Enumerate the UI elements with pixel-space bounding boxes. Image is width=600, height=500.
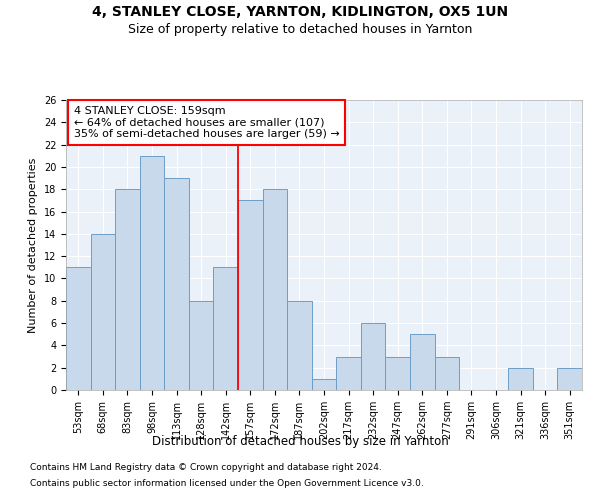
Bar — [361, 323, 385, 390]
Text: 4, STANLEY CLOSE, YARNTON, KIDLINGTON, OX5 1UN: 4, STANLEY CLOSE, YARNTON, KIDLINGTON, O… — [92, 5, 508, 19]
Bar — [557, 368, 582, 390]
Y-axis label: Number of detached properties: Number of detached properties — [28, 158, 38, 332]
Bar — [115, 189, 140, 390]
Bar — [189, 301, 214, 390]
Bar — [336, 356, 361, 390]
Text: Distribution of detached houses by size in Yarnton: Distribution of detached houses by size … — [152, 435, 448, 448]
Bar — [385, 356, 410, 390]
Bar — [508, 368, 533, 390]
Bar — [66, 268, 91, 390]
Text: Size of property relative to detached houses in Yarnton: Size of property relative to detached ho… — [128, 22, 472, 36]
Bar — [410, 334, 434, 390]
Text: 4 STANLEY CLOSE: 159sqm
← 64% of detached houses are smaller (107)
35% of semi-d: 4 STANLEY CLOSE: 159sqm ← 64% of detache… — [74, 106, 340, 139]
Bar — [164, 178, 189, 390]
Text: Contains HM Land Registry data © Crown copyright and database right 2024.: Contains HM Land Registry data © Crown c… — [30, 464, 382, 472]
Bar — [312, 379, 336, 390]
Text: Contains public sector information licensed under the Open Government Licence v3: Contains public sector information licen… — [30, 478, 424, 488]
Bar — [140, 156, 164, 390]
Bar — [238, 200, 263, 390]
Bar — [214, 268, 238, 390]
Bar — [434, 356, 459, 390]
Bar — [263, 189, 287, 390]
Bar — [91, 234, 115, 390]
Bar — [287, 301, 312, 390]
